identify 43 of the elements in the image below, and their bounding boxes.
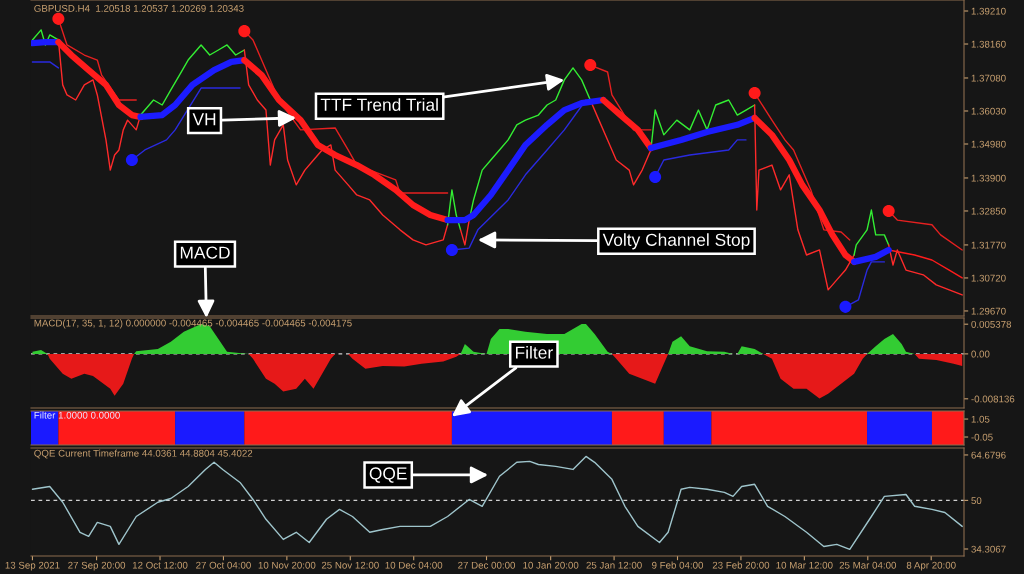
y-tick-label: 34.3067 [971, 545, 1006, 553]
x-tick-label: 13 Sep 2021 [5, 561, 60, 571]
annotation: MACD [180, 246, 230, 259]
annotation: Volty Channel Stop [602, 233, 750, 250]
chart-title: GBPUSD.H4 1.20518 1.20537 1.20269 1.20343 [34, 5, 244, 12]
y-tick-label: 1.37080 [971, 74, 1006, 82]
x-tick-label: 10 Nov 20:00 [258, 561, 316, 569]
x-tick-label: 10 Jan 20:00 [523, 561, 579, 569]
x-tick-label: 9 Feb 04:00 [652, 561, 704, 569]
x-tick-label: 27 Oct 04:00 [196, 561, 251, 569]
y-tick-label: 1.32850 [971, 207, 1006, 215]
annotation: VH [192, 113, 216, 126]
y-tick-label: 1.36030 [971, 107, 1006, 115]
y-tick-label: 1.29670 [971, 307, 1006, 315]
chart-title: QQE Current Timeframe 44.0361 44.8804 45.4022 [34, 449, 253, 459]
x-tick-label: 10 Mar 12:00 [776, 561, 833, 569]
y-tick-label: 0.00 [971, 350, 990, 358]
x-tick-label: 25 Jan 12:00 [586, 561, 642, 569]
y-tick-label: -0.05 [971, 433, 993, 441]
annotation: TTF Trend Trial [320, 98, 438, 111]
y-tick-label: 64.6796 [971, 451, 1006, 459]
y-tick-label: 1.05 [971, 415, 990, 423]
x-tick-label: 27 Dec 00:00 [458, 561, 516, 569]
x-tick-label: 8 Apr 20:00 [906, 561, 956, 571]
annotation: Filter [515, 346, 553, 359]
y-tick-label: 1.39210 [971, 7, 1006, 15]
y-tick-label: 1.38160 [971, 40, 1006, 48]
y-tick-label: 1.33900 [971, 174, 1006, 182]
y-tick-label: 50 [971, 497, 982, 505]
x-tick-label: 23 Feb 20:00 [712, 561, 770, 569]
y-tick-label: 1.34980 [971, 140, 1006, 148]
chart-title: MACD(17, 35, 1, 12) 0.000000 -0.004465 -0.004465 -0.004465 -0.004175 [34, 319, 352, 329]
x-tick-label: 10 Dec 04:00 [385, 561, 443, 569]
chart-title: Filter 1.0000 0.0000 [34, 411, 120, 419]
x-tick-label: 27 Sep 20:00 [68, 561, 126, 571]
y-tick-label: 1.31770 [971, 241, 1006, 249]
x-tick-label: 25 Mar 04:00 [839, 561, 897, 569]
annotation: QQE [369, 467, 407, 483]
x-tick-label: 12 Oct 12:00 [132, 561, 188, 569]
y-tick-label: 0.005378 [971, 320, 1012, 328]
x-tick-label: 25 Nov 12:00 [321, 561, 379, 569]
y-tick-label: -0.008136 [971, 395, 1015, 403]
y-tick-label: 1.30720 [971, 274, 1006, 282]
